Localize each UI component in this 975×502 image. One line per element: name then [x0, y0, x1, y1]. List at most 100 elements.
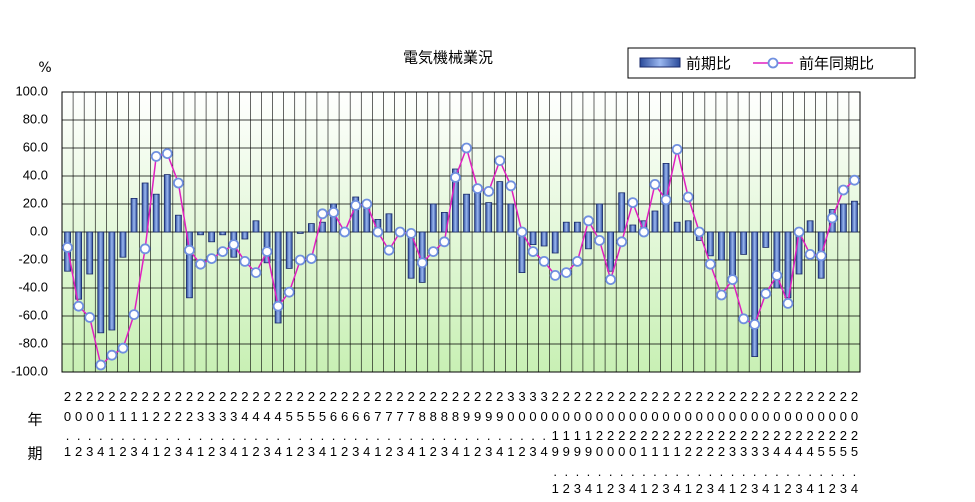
marker	[62, 241, 73, 253]
marker	[117, 342, 129, 354]
bar	[718, 231, 725, 261]
legend-swatch	[767, 57, 779, 69]
bar	[186, 231, 193, 299]
marker	[305, 253, 317, 265]
marker	[339, 226, 351, 238]
bar	[596, 203, 603, 233]
legend-label: 前期比	[686, 55, 731, 73]
marker	[516, 226, 528, 238]
bar	[851, 200, 858, 233]
bar	[197, 231, 204, 236]
y-tick-label: 80.0	[23, 111, 48, 126]
marker	[106, 349, 118, 361]
bar	[174, 214, 182, 233]
bar	[839, 203, 847, 233]
y-tick-label: -60.0	[18, 307, 48, 322]
marker	[682, 191, 694, 203]
bar	[163, 174, 171, 233]
y-tick-label: -80.0	[18, 335, 48, 350]
y-tick-label: -20.0	[18, 251, 48, 266]
marker	[383, 244, 395, 256]
bar	[740, 231, 748, 255]
marker	[583, 215, 594, 227]
marker	[638, 226, 650, 238]
marker	[826, 212, 838, 224]
marker	[704, 258, 716, 270]
bar	[795, 231, 803, 275]
marker	[849, 174, 860, 186]
bar	[551, 231, 559, 254]
marker	[538, 255, 550, 267]
bar	[363, 207, 371, 233]
marker	[527, 246, 539, 258]
marker	[671, 143, 683, 155]
marker	[749, 318, 761, 330]
marker	[172, 177, 184, 189]
bar	[285, 231, 293, 269]
bar	[75, 231, 83, 300]
bar	[651, 210, 659, 233]
marker	[250, 267, 262, 279]
bar	[429, 203, 437, 233]
marker	[405, 227, 417, 239]
bar	[573, 221, 581, 233]
marker	[394, 226, 406, 238]
bar	[751, 231, 759, 357]
marker	[837, 184, 849, 196]
bar	[684, 220, 692, 233]
marker	[161, 148, 173, 160]
bar	[252, 220, 260, 233]
marker	[427, 246, 439, 258]
bar	[141, 182, 149, 233]
plot-frame	[61, 91, 861, 373]
bar	[762, 231, 770, 248]
marker	[605, 274, 617, 286]
marker	[738, 313, 750, 325]
bar	[463, 193, 470, 233]
y-tick-label: -100.0	[11, 363, 48, 378]
marker	[317, 208, 328, 220]
marker	[571, 255, 583, 267]
marker	[549, 269, 561, 281]
marker	[328, 206, 339, 218]
marker	[73, 300, 85, 312]
bar	[241, 231, 249, 240]
marker	[294, 254, 306, 266]
y-tick-label: 20.0	[23, 195, 48, 210]
marker	[361, 198, 373, 210]
y-tick-label: 40.0	[23, 167, 48, 182]
